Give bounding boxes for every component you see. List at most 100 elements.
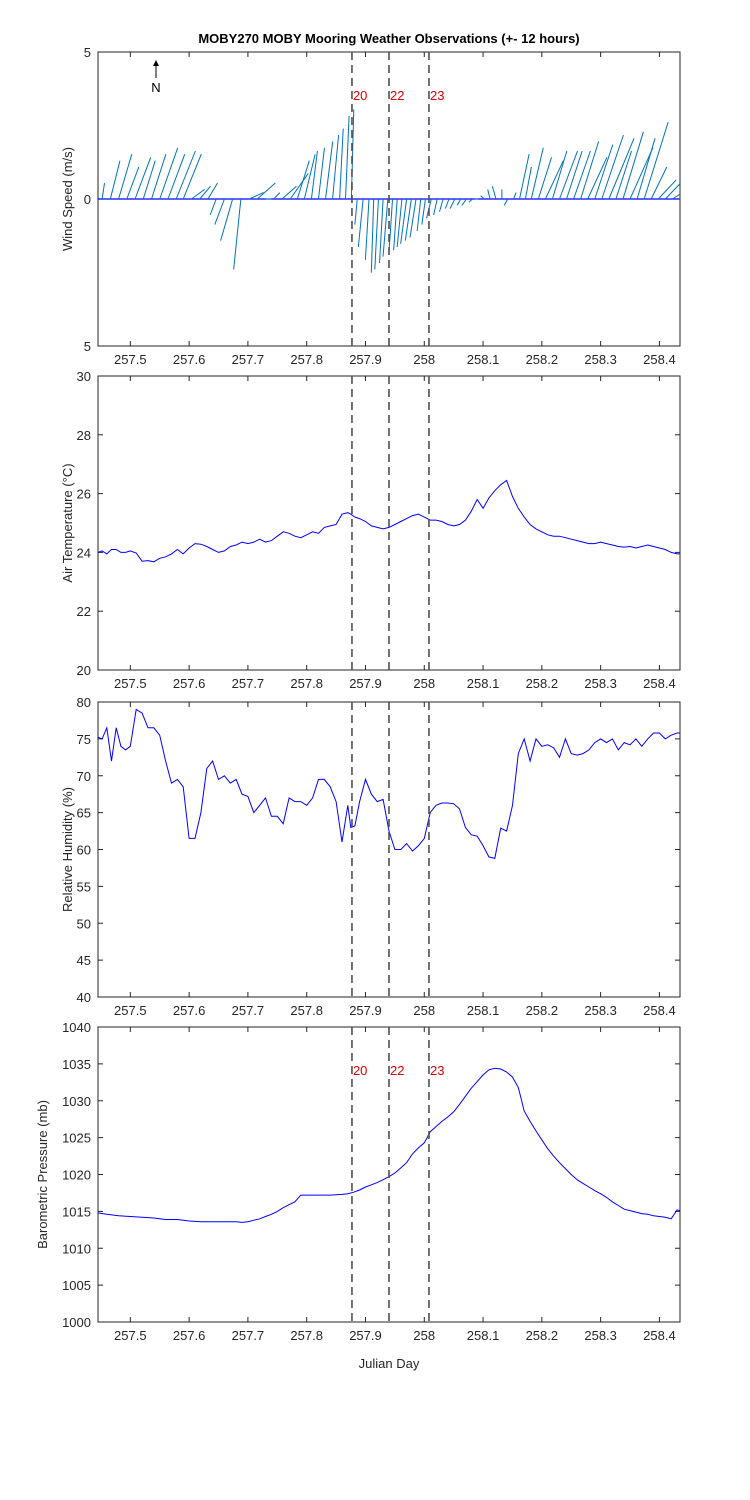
x-tick-label: 258.1 — [467, 1328, 500, 1343]
wind-vector-stick — [519, 154, 530, 200]
wind-vector-stick — [580, 141, 600, 200]
x-tick-label: 257.9 — [349, 352, 382, 367]
wind-vector-stick — [503, 198, 509, 206]
x-tick-label: 258.2 — [526, 676, 559, 691]
wind-vector-stick — [416, 198, 422, 232]
x-tick-label: 258.1 — [467, 352, 500, 367]
wind-vector-stick — [461, 198, 468, 206]
wind-vector-stick — [214, 198, 225, 225]
x-tick-label: 258 — [413, 352, 435, 367]
y-tick-label: 0 — [84, 192, 91, 207]
x-tick-label: 258.4 — [643, 676, 676, 691]
wind-vector-stick — [636, 138, 656, 200]
wind-vector-stick — [657, 179, 677, 200]
wind-vector-stick — [354, 198, 358, 225]
x-tick-label: 257.6 — [173, 352, 206, 367]
wind-vector-stick — [310, 150, 318, 200]
x-tick-label: 257.5 — [114, 1003, 147, 1018]
series-group — [98, 479, 680, 563]
wind-vector-stick — [248, 192, 264, 200]
wind-vector-stick — [566, 150, 583, 200]
wind-vector-stick — [357, 198, 364, 248]
wind-vector-stick — [433, 198, 438, 216]
y-tick-label: 1025 — [62, 1131, 91, 1146]
wind-vector-stick — [118, 154, 133, 200]
wind-vector-stick — [182, 154, 202, 200]
y-tick-label: 24 — [77, 545, 91, 560]
event-label: 22 — [390, 88, 404, 103]
y-tick-label: 65 — [77, 806, 91, 821]
wind-vector-stick — [456, 198, 462, 206]
wind-vector-stick — [382, 198, 389, 257]
wind-vector-stick — [233, 198, 242, 270]
y-tick-label: 30 — [77, 369, 91, 384]
x-tick-label: 258.3 — [584, 352, 617, 367]
wind-vector-stick — [109, 160, 121, 200]
y-tick-label: 20 — [77, 663, 91, 678]
wind-vector-stick — [339, 128, 344, 200]
x-tick-label: 257.5 — [114, 676, 147, 691]
y-tick-label: 40 — [77, 990, 91, 1005]
wind-vector-stick — [281, 185, 297, 200]
wind-vector-stick — [101, 182, 106, 200]
wind-vector-stick — [468, 198, 473, 203]
y-tick-label: 28 — [77, 428, 91, 443]
y-tick-label: 26 — [77, 487, 91, 502]
wind-vector-stick — [126, 166, 140, 200]
wind-vector-stick — [559, 150, 578, 200]
wind-vector-stick — [175, 150, 196, 200]
wind-vector-stick — [587, 157, 608, 200]
chart-panels: 257.5 257.6 257.7 257.8 257.9 258 258.1 258.2 25… — [35, 45, 681, 1343]
wind-vector-stick — [664, 183, 680, 200]
event-label: 22 — [390, 1063, 404, 1078]
x-tick-label: 257.5 — [114, 352, 147, 367]
wind-vector-stick — [396, 198, 403, 248]
x-tick-label: 257.6 — [173, 1328, 206, 1343]
x-tick-label: 258.1 — [467, 676, 500, 691]
panel-4: 257.5 257.6 257.7 257.8 257.9 258 258.1 258.2 25… — [35, 1020, 681, 1343]
panel-2: 257.5 257.6 257.7 257.8 257.9 258 258.1 258.2 25… — [60, 369, 681, 691]
x-tick-label: 258.3 — [584, 1003, 617, 1018]
wind-vector-stick — [615, 150, 632, 200]
event-label: 20 — [353, 1063, 367, 1078]
x-axis-label: Julian Day — [359, 1356, 420, 1371]
y-tick-label: 5 — [84, 339, 91, 354]
x-tick-label: 258.4 — [643, 1328, 676, 1343]
wind-vector-stick — [325, 141, 334, 200]
y-tick-label: 1010 — [62, 1241, 91, 1256]
wind-vector-stick — [544, 160, 564, 200]
wind-vector-stick — [524, 166, 532, 200]
y-tick-label: 60 — [77, 843, 91, 858]
wind-vector-stick — [622, 131, 644, 200]
x-tick-label: 257.7 — [232, 352, 265, 367]
wind-vector-stick — [134, 157, 152, 200]
x-tick-label: 257.7 — [232, 1003, 265, 1018]
x-tick-label: 258.4 — [643, 352, 676, 367]
x-tick-label: 258.2 — [526, 1328, 559, 1343]
y-tick-label: 55 — [77, 879, 91, 894]
y-tick-label: 50 — [77, 916, 91, 931]
north-arrow-head — [153, 60, 159, 66]
wind-vector-stick — [379, 198, 384, 264]
y-tick-label: 22 — [77, 604, 91, 619]
x-tick-label: 257.8 — [290, 1328, 323, 1343]
x-tick-label: 257.8 — [290, 676, 323, 691]
wind-vector-stick — [513, 192, 517, 200]
north-arrow: N — [151, 60, 161, 95]
wind-vector-stick — [207, 182, 218, 200]
y-axis-label: Wind Speed (m/s) — [60, 147, 75, 251]
wind-vector-stick — [289, 173, 309, 200]
x-tick-label: 257.5 — [114, 1328, 147, 1343]
panel-3: 257.5 257.6 257.7 257.8 257.9 258 258.1 258.2 25… — [60, 695, 681, 1018]
x-tick-label: 258.2 — [526, 1003, 559, 1018]
y-tick-label: 1030 — [62, 1094, 91, 1109]
wind-vector-stick — [167, 154, 186, 200]
series-group — [98, 708, 680, 860]
wind-vector-stick — [629, 147, 654, 200]
y-tick-label: 1040 — [62, 1020, 91, 1035]
wind-vector-stick — [409, 198, 417, 238]
event-label: 23 — [430, 88, 444, 103]
series-line — [98, 1067, 680, 1223]
x-tick-label: 257.9 — [349, 676, 382, 691]
y-tick-label: 1000 — [62, 1315, 91, 1330]
